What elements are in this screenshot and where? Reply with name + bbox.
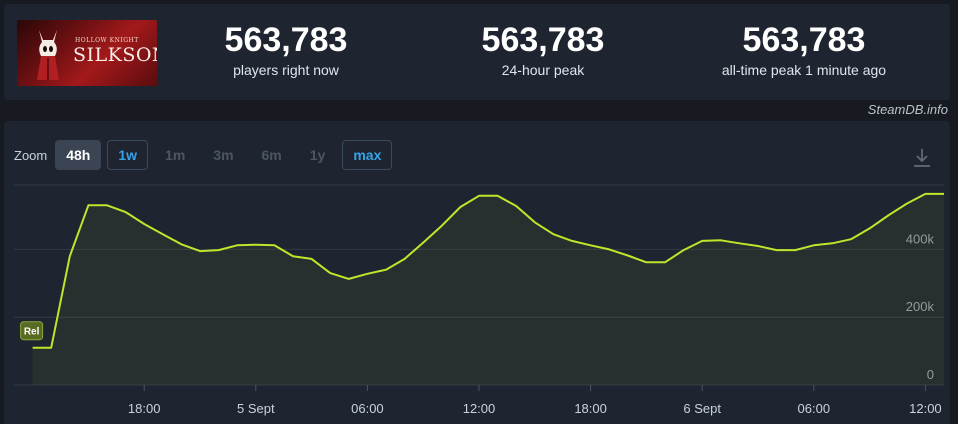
stat-value: 563,783 (742, 21, 866, 59)
x-tick-label: 18:00 (574, 401, 607, 416)
release-marker (20, 321, 44, 341)
x-tick-label: 06:00 (798, 401, 831, 416)
y-tick-label: 400k (906, 231, 935, 246)
stat-value: 563,783 (481, 21, 605, 59)
stat-value: 563,783 (224, 21, 348, 59)
steamdb-attribution[interactable]: SteamDB.info (867, 102, 948, 117)
series-area (32, 193, 945, 385)
x-tick-label: 6 Sept (683, 401, 721, 416)
zoom-1y-button[interactable]: 1y (309, 147, 326, 163)
release-marker-label: Rel (24, 327, 40, 338)
x-tick-label: 5 Sept (237, 401, 275, 416)
game-logo[interactable]: HOLLOW KNIGHT SILKSONG (17, 20, 157, 86)
x-tick-label: 12:00 (909, 401, 942, 416)
zoom-1m-button[interactable]: 1m (165, 147, 186, 163)
player-count-chart[interactable]: 0 200k 400k 18:00 5 Sept 06:00 12:00 18:00 6 Sep… (4, 121, 950, 424)
stats-panel: HOLLOW KNIGHT SILKSONG 563,783 players r… (4, 4, 950, 100)
y-tick-label: 0 (927, 367, 934, 382)
zoom-label: Zoom (14, 147, 48, 163)
zoom-48h-button[interactable]: 48h (55, 140, 102, 170)
zoom-bar: Zoom 48h 1w 1m 3m 6m 1y max (14, 140, 398, 170)
x-tick-label: 18:00 (128, 401, 161, 416)
chart-panel: 0 200k 400k 18:00 5 Sept 06:00 12:00 18:00 6 Sep… (4, 121, 950, 424)
zoom-1w-button[interactable]: 1w (107, 140, 149, 170)
stat-all-time-peak: 563,783 all-time peak 1 minute ago (684, 20, 924, 78)
y-tick-label: 200k (906, 299, 935, 314)
knight-icon (37, 30, 59, 80)
stat-label: 24-hour peak (501, 62, 585, 78)
zoom-max-button[interactable]: max (342, 140, 393, 170)
stat-players-now: 563,783 players right now (166, 20, 406, 78)
x-tick-label: 06:00 (351, 401, 384, 416)
logo-subtitle: HOLLOW KNIGHT (75, 37, 139, 44)
zoom-3m-button[interactable]: 3m (213, 147, 234, 163)
zoom-6m-button[interactable]: 6m (261, 147, 282, 163)
x-tick-label: 12:00 (463, 401, 496, 416)
stat-24h-peak: 563,783 24-hour peak (423, 20, 663, 78)
logo-title: SILKSONG (73, 44, 157, 66)
stat-label: all-time peak 1 minute ago (721, 62, 887, 78)
download-icon[interactable] (912, 147, 932, 169)
series-line (32, 192, 944, 349)
stat-label: players right now (233, 62, 339, 78)
